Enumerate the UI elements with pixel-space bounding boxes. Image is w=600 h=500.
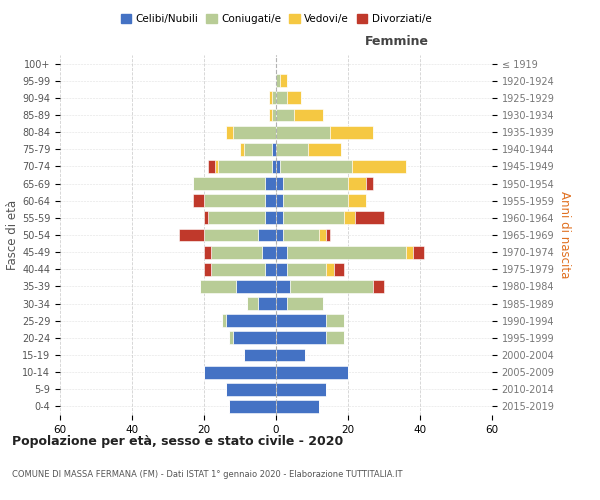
Bar [276, 126, 330, 138]
Bar [355, 212, 384, 224]
Bar [334, 263, 344, 276]
Bar [287, 297, 323, 310]
Bar [290, 280, 373, 293]
Bar [283, 194, 348, 207]
Bar [326, 228, 330, 241]
Bar [276, 108, 294, 122]
Bar [276, 400, 319, 413]
Bar [280, 160, 352, 173]
Bar [269, 108, 272, 122]
Bar [276, 246, 287, 258]
Text: COMUNE DI MASSA FERMANA (FM) - Dati ISTAT 1° gennaio 2020 - Elaborazione TUTTITA: COMUNE DI MASSA FERMANA (FM) - Dati ISTA… [12, 470, 403, 479]
Bar [226, 383, 276, 396]
Bar [208, 160, 215, 173]
Bar [204, 194, 265, 207]
Bar [193, 194, 204, 207]
Bar [287, 92, 301, 104]
Bar [287, 246, 406, 258]
Bar [276, 297, 287, 310]
Bar [226, 314, 276, 327]
Bar [229, 332, 233, 344]
Bar [366, 177, 373, 190]
Bar [233, 126, 276, 138]
Bar [204, 212, 208, 224]
Bar [280, 74, 287, 87]
Bar [276, 194, 283, 207]
Bar [269, 92, 272, 104]
Bar [272, 108, 276, 122]
Bar [326, 332, 344, 344]
Bar [276, 228, 283, 241]
Bar [218, 160, 272, 173]
Bar [204, 263, 211, 276]
Bar [330, 126, 373, 138]
Bar [193, 177, 265, 190]
Bar [272, 143, 276, 156]
Bar [344, 212, 355, 224]
Bar [276, 348, 305, 362]
Bar [247, 297, 258, 310]
Bar [244, 143, 272, 156]
Bar [265, 212, 276, 224]
Bar [222, 314, 226, 327]
Bar [258, 228, 276, 241]
Bar [276, 160, 280, 173]
Bar [276, 177, 283, 190]
Bar [413, 246, 424, 258]
Bar [179, 228, 204, 241]
Bar [326, 263, 334, 276]
Bar [352, 160, 406, 173]
Bar [276, 280, 290, 293]
Y-axis label: Anni di nascita: Anni di nascita [558, 192, 571, 278]
Bar [200, 280, 236, 293]
Bar [283, 228, 319, 241]
Bar [406, 246, 413, 258]
Bar [326, 314, 344, 327]
Bar [276, 143, 308, 156]
Bar [319, 228, 326, 241]
Bar [240, 143, 244, 156]
Bar [211, 246, 262, 258]
Bar [308, 143, 341, 156]
Text: Popolazione per età, sesso e stato civile - 2020: Popolazione per età, sesso e stato civil… [12, 435, 343, 448]
Bar [276, 366, 348, 378]
Bar [287, 263, 326, 276]
Y-axis label: Fasce di età: Fasce di età [6, 200, 19, 270]
Text: Femmine: Femmine [365, 35, 429, 48]
Bar [258, 297, 276, 310]
Bar [276, 212, 283, 224]
Bar [276, 74, 280, 87]
Bar [348, 194, 366, 207]
Bar [265, 263, 276, 276]
Bar [294, 108, 323, 122]
Bar [236, 280, 276, 293]
Bar [276, 383, 326, 396]
Bar [276, 314, 326, 327]
Bar [265, 194, 276, 207]
Bar [265, 177, 276, 190]
Bar [348, 177, 366, 190]
Bar [204, 228, 258, 241]
Bar [229, 400, 276, 413]
Bar [244, 348, 276, 362]
Bar [208, 212, 265, 224]
Bar [204, 366, 276, 378]
Bar [283, 212, 344, 224]
Bar [211, 263, 265, 276]
Bar [215, 160, 218, 173]
Legend: Celibi/Nubili, Coniugati/e, Vedovi/e, Divorziati/e: Celibi/Nubili, Coniugati/e, Vedovi/e, Di… [116, 10, 436, 29]
Bar [262, 246, 276, 258]
Bar [226, 126, 233, 138]
Bar [272, 160, 276, 173]
Bar [204, 246, 211, 258]
Bar [373, 280, 384, 293]
Bar [276, 92, 287, 104]
Bar [283, 177, 348, 190]
Bar [276, 263, 287, 276]
Bar [233, 332, 276, 344]
Bar [276, 332, 326, 344]
Bar [272, 92, 276, 104]
